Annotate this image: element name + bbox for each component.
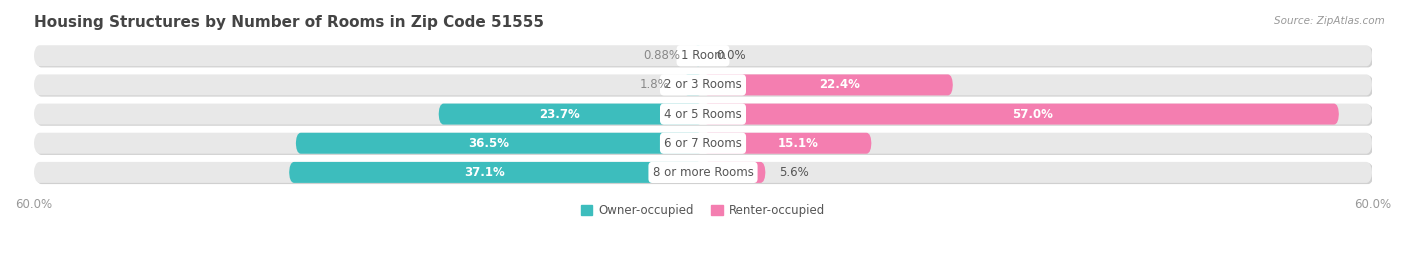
FancyBboxPatch shape — [35, 47, 1374, 68]
Text: 6 or 7 Rooms: 6 or 7 Rooms — [664, 137, 742, 150]
Text: 15.1%: 15.1% — [778, 137, 818, 150]
FancyBboxPatch shape — [703, 133, 872, 154]
Text: 22.4%: 22.4% — [818, 78, 859, 91]
FancyBboxPatch shape — [34, 162, 1372, 183]
Text: Source: ZipAtlas.com: Source: ZipAtlas.com — [1274, 16, 1385, 26]
FancyBboxPatch shape — [35, 134, 1374, 155]
FancyBboxPatch shape — [295, 133, 703, 154]
Text: 0.88%: 0.88% — [643, 49, 679, 62]
Text: 8 or more Rooms: 8 or more Rooms — [652, 166, 754, 179]
Text: 5.6%: 5.6% — [779, 166, 808, 179]
FancyBboxPatch shape — [703, 75, 953, 95]
FancyBboxPatch shape — [703, 162, 765, 183]
FancyBboxPatch shape — [693, 45, 703, 66]
Text: 4 or 5 Rooms: 4 or 5 Rooms — [664, 108, 742, 121]
Text: 57.0%: 57.0% — [1012, 108, 1053, 121]
Text: 37.1%: 37.1% — [464, 166, 505, 179]
Text: 2 or 3 Rooms: 2 or 3 Rooms — [664, 78, 742, 91]
Legend: Owner-occupied, Renter-occupied: Owner-occupied, Renter-occupied — [576, 199, 830, 222]
Text: 0.0%: 0.0% — [717, 49, 747, 62]
FancyBboxPatch shape — [34, 104, 1372, 125]
Text: 36.5%: 36.5% — [468, 137, 509, 150]
FancyBboxPatch shape — [703, 104, 1339, 125]
FancyBboxPatch shape — [439, 104, 703, 125]
FancyBboxPatch shape — [683, 75, 703, 95]
FancyBboxPatch shape — [34, 45, 1372, 66]
FancyBboxPatch shape — [34, 75, 1372, 95]
Text: 1.8%: 1.8% — [640, 78, 669, 91]
FancyBboxPatch shape — [35, 105, 1374, 126]
FancyBboxPatch shape — [35, 163, 1374, 184]
FancyBboxPatch shape — [35, 76, 1374, 97]
FancyBboxPatch shape — [290, 162, 703, 183]
Text: 23.7%: 23.7% — [540, 108, 581, 121]
FancyBboxPatch shape — [34, 133, 1372, 154]
Text: Housing Structures by Number of Rooms in Zip Code 51555: Housing Structures by Number of Rooms in… — [34, 15, 544, 30]
Text: 1 Room: 1 Room — [681, 49, 725, 62]
